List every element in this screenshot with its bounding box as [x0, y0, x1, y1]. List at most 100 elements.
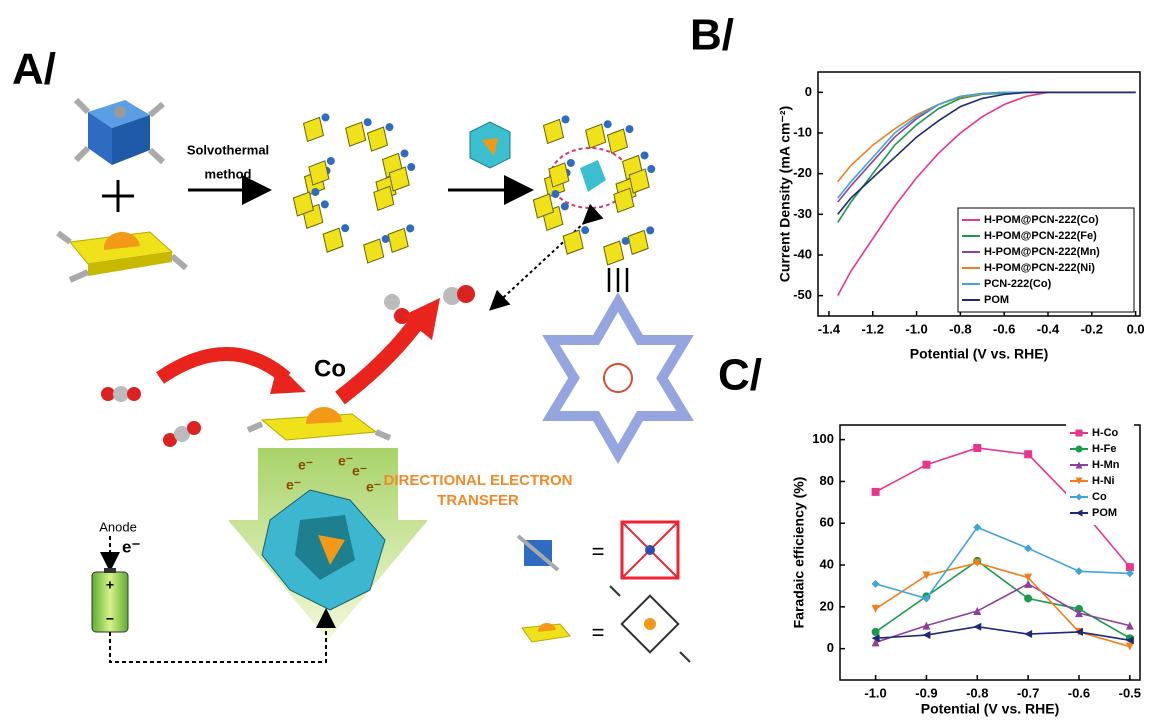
equivalence-mark: [607, 268, 629, 292]
plot-frame: [817, 71, 1141, 317]
cluster-structure: [620, 520, 680, 580]
step-label: method: [205, 166, 252, 181]
data-point: [871, 638, 880, 647]
legend-label: H-POM@PCN-222(Fe): [984, 230, 1097, 242]
data-point: [973, 558, 982, 567]
legend-label: H-Ni: [1092, 475, 1115, 487]
data-point: [1024, 630, 1033, 639]
co-molecules: [101, 285, 475, 447]
data-point: [1024, 573, 1033, 582]
legend-marker: [1075, 477, 1083, 485]
x-tick-label: -0.6: [993, 321, 1015, 336]
legend-label: Co: [1092, 491, 1107, 503]
data-point: [973, 607, 982, 616]
y-axis-label: Current Density (mA cm⁻²): [777, 106, 793, 282]
legend-marker: [1075, 493, 1083, 501]
data-point: [1074, 627, 1083, 636]
porphyrin-icon: [56, 230, 188, 283]
series-line: [875, 526, 1130, 600]
legend-label: H-POM@PCN-222(Co): [984, 214, 1099, 226]
electron-label: e⁻: [338, 453, 353, 469]
data-point: [871, 487, 880, 496]
data-point: [1024, 579, 1033, 588]
x-axis-label: Potential (V vs. RHE): [921, 701, 1059, 717]
mof-structure: [292, 113, 416, 264]
y-tick-label: 60: [820, 515, 834, 530]
series-line: [837, 91, 1136, 199]
plus-sign: [102, 180, 134, 212]
arrow: [335, 313, 427, 405]
y-axis-label: Faradaic efficiency (%): [791, 477, 807, 629]
electron-label: e⁻: [352, 463, 367, 479]
cube-icon: [73, 97, 166, 165]
x-tick-label: -0.7: [1017, 685, 1039, 700]
x-tick-label: -0.2: [1081, 321, 1103, 336]
legend-label: H-POM@PCN-222(Ni): [984, 262, 1095, 274]
transfer-label: DIRECTIONAL ELECTRON: [384, 472, 573, 489]
legend-label: PCN-222(Co): [984, 278, 1052, 290]
charts: B/ -1.4 -1.2 -1.0 -0.8 -0.6 -0.4 -0.2 0.0 0 -10 -20…: [690, 11, 1145, 717]
circuit-line: [109, 608, 336, 663]
y-tick-label: 80: [820, 473, 834, 488]
equals: =: [592, 620, 605, 645]
legend-marker: [1075, 445, 1083, 453]
data-point: [922, 571, 931, 580]
data-point: [1125, 636, 1134, 645]
data-point: [1024, 594, 1033, 603]
legend-label: POM: [984, 294, 1009, 306]
x-axis-label: Potential (V vs. RHE): [910, 346, 1048, 362]
x-tick-label: -1.0: [864, 685, 886, 700]
legend-marker: [1075, 461, 1083, 469]
y-tick-label: -20: [793, 165, 812, 180]
electron-label: e⁻: [366, 479, 381, 495]
data-point: [871, 579, 880, 588]
data-point: [1125, 569, 1134, 578]
arrow-head: [270, 364, 306, 394]
pom-polyhedra: [261, 489, 386, 611]
legend-label: H-Mn: [1092, 459, 1120, 471]
panel-label: B/: [690, 11, 734, 60]
legend-label: H-Co: [1092, 427, 1119, 439]
data-point: [1024, 544, 1033, 553]
series-line: [875, 559, 1131, 639]
porphyrin-structure: [609, 585, 691, 663]
mof-topview: [542, 292, 694, 464]
data-point: [973, 622, 982, 631]
data-point: [871, 627, 880, 636]
data-point: [1125, 642, 1134, 651]
chart: C/ -1.0 -0.9 -0.8 -0.7 -0.6 -0.5 0 20 40 60 80 100 Po…: [718, 351, 1141, 717]
porphyrin-co: [246, 406, 392, 441]
x-tick-label: -1.4: [818, 321, 841, 336]
data-point: [871, 634, 880, 643]
legend-marker: [1075, 509, 1083, 517]
x-tick-label: 0.0: [1127, 321, 1145, 336]
x-tick-label: -1.2: [862, 321, 884, 336]
y-tick-label: 40: [820, 556, 834, 571]
y-tick-label: 0: [805, 84, 812, 99]
plot-frame: [839, 424, 1141, 681]
legend-label: H-Fe: [1092, 443, 1116, 455]
legend-label: POM: [1092, 507, 1117, 519]
data-point: [871, 604, 880, 613]
data-point: [1024, 450, 1033, 459]
x-tick-label: -0.8: [949, 321, 971, 336]
transfer-label: TRANSFER: [437, 492, 519, 509]
series-line: [875, 582, 1131, 644]
series-line: [837, 91, 1136, 223]
chart: B/ -1.4 -1.2 -1.0 -0.8 -0.6 -0.4 -0.2 0.0 0 -10 -20…: [690, 11, 1145, 362]
data-point: [1074, 567, 1083, 576]
data-point: [922, 594, 931, 603]
x-tick-label: -0.6: [1068, 685, 1090, 700]
series-line: [875, 562, 1131, 648]
panel-label: C/: [718, 351, 762, 400]
legend-box: [1066, 421, 1134, 525]
legend-marker: [1075, 429, 1083, 437]
arrow-head: [402, 298, 440, 340]
y-tick-label: -50: [793, 287, 812, 302]
x-tick-label: -0.8: [966, 685, 988, 700]
equals: =: [592, 539, 605, 564]
data-point: [1074, 604, 1083, 613]
x-tick-label: -0.4: [1037, 321, 1060, 336]
y-tick-label: 100: [812, 431, 834, 446]
